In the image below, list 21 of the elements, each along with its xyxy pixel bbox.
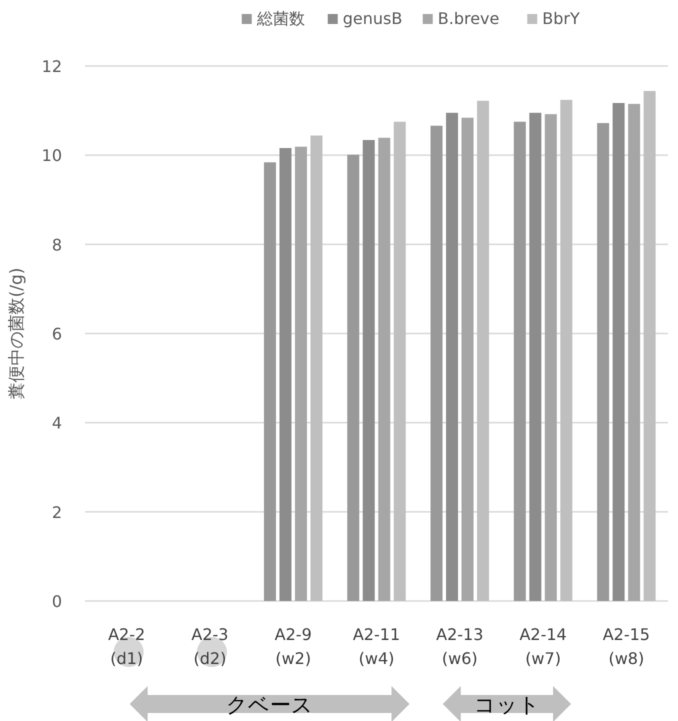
x-tick-label: A2-13 (w6): [436, 625, 484, 668]
y-tick-label: 4: [52, 414, 62, 433]
y-tick-label: 12: [42, 57, 62, 76]
x-tick-label: A2-15 (w8): [602, 625, 650, 668]
legend-label: 総菌数: [256, 9, 305, 28]
x-tick-label: A2-9 (w2): [274, 625, 312, 668]
legend-label: BbrY: [542, 9, 580, 28]
y-tick-label: 2: [52, 502, 62, 522]
text: コット: [474, 693, 540, 717]
y-axis-title: 糞便中の菌数(/g): [7, 268, 27, 400]
y-tick-label: 0: [52, 592, 62, 611]
x-tick-label: A2-2 (d1): [108, 625, 146, 668]
x-tick-label: A2-14 (w7): [519, 625, 567, 668]
y-tick-label: 8: [52, 235, 62, 254]
y-tick-label: 10: [42, 146, 62, 166]
x-tick-label: A2-11 (w4): [352, 625, 400, 668]
y-tick-label: 6: [52, 324, 62, 344]
legend-label: B.breve: [438, 9, 500, 28]
legend-label: genusB: [342, 9, 402, 28]
text: クベース: [226, 693, 314, 717]
x-tick-label: A2-3 (d2): [191, 625, 228, 668]
